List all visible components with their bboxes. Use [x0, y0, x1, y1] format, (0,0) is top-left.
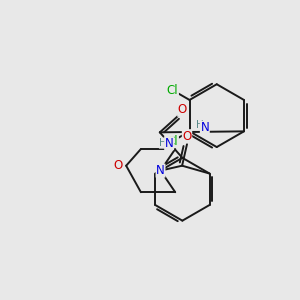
Text: H: H	[196, 120, 204, 130]
Text: O: O	[114, 159, 123, 172]
Text: O: O	[178, 103, 187, 116]
Text: H: H	[159, 138, 167, 148]
Text: N: N	[165, 136, 173, 150]
Text: Cl: Cl	[167, 135, 178, 148]
Text: Cl: Cl	[167, 84, 178, 97]
Text: N: N	[156, 164, 165, 177]
Text: N: N	[200, 122, 209, 134]
Text: O: O	[182, 130, 192, 143]
